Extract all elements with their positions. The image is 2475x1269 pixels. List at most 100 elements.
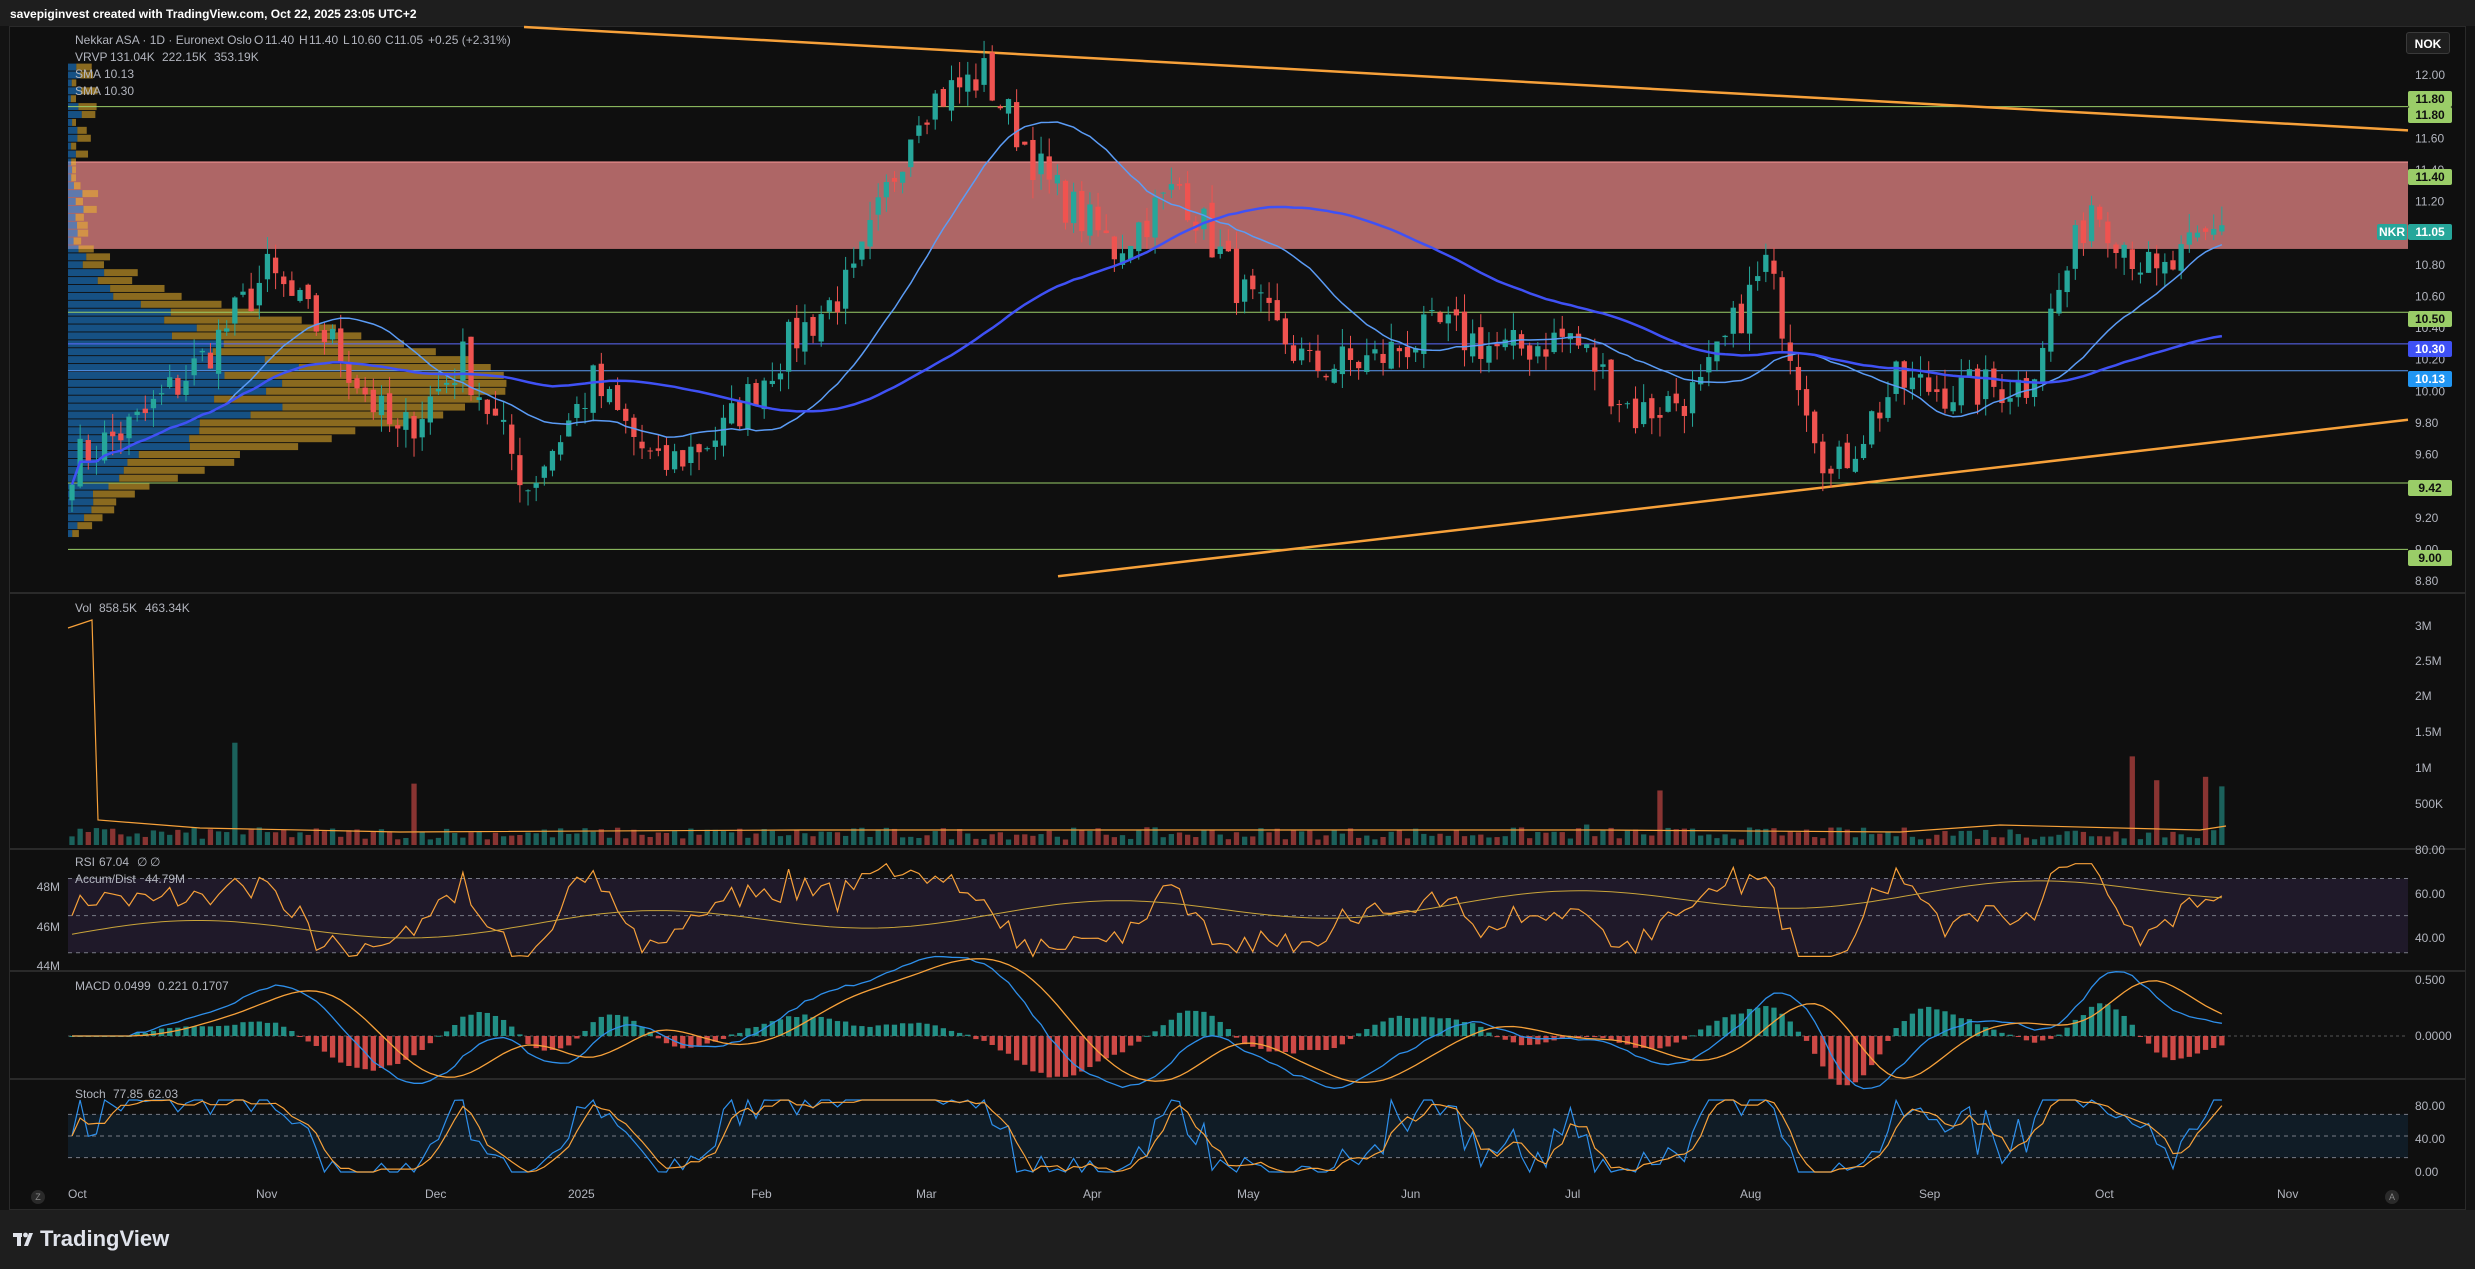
volume-bar [1787,831,1793,845]
macd-histogram-bar [1632,1036,1639,1048]
vrvp-row-down [71,174,76,182]
volume-bar [549,837,556,845]
volume-bar [1013,834,1020,845]
macd-histogram-bar [1608,1036,1614,1041]
candle-body [85,440,91,462]
volume-bar [1543,832,1549,845]
price-tag-label: 11.40 [2415,170,2445,184]
macd-histogram-bar [1005,1036,1012,1054]
vrvp-row-down [72,530,79,538]
volume-bar [2202,776,2209,845]
timezone-button[interactable]: Z [31,1190,45,1204]
candle-body [663,445,670,470]
candle-body [191,358,197,376]
macd-histogram-bar [1445,1018,1451,1036]
legend-sma1: 10.13 [104,67,134,81]
macd-histogram-bar [1803,1036,1810,1041]
volume-bar [1486,837,1492,845]
volume-tick-label: 2M [2415,689,2432,703]
macd-histogram-bar [1820,1036,1826,1067]
vrvp-row-down [77,134,91,142]
candle-body [2202,228,2209,232]
price-tag-box [2408,550,2452,566]
macd-histogram-bar [1266,1036,1272,1052]
candle-body [1518,334,1525,349]
macd-histogram-bar [1909,1013,1916,1036]
candle-body [1714,341,1720,362]
candle-body [1616,404,1622,406]
volume-bar [1453,829,1460,845]
vrvp-row-down [171,332,362,340]
candle-body [2015,379,2021,398]
macd-histogram-bar [1160,1025,1166,1036]
chart-svg[interactable]: 12.0011.8011.6011.4011.2011.0010.8010.60… [0,0,2475,1210]
macd-histogram-bar [1372,1024,1378,1036]
volume-bar [1421,833,1427,845]
macd-histogram-bar [435,1035,442,1037]
volume-bar [1030,835,1036,845]
candle-body [1478,327,1484,359]
macd-histogram-bar [737,1032,743,1036]
volume-bar [1771,828,1777,845]
macd-histogram-bar [1127,1036,1134,1046]
accum-dist-tick-label: 46M [37,920,60,934]
macd-histogram-bar [378,1036,385,1068]
candle-body [378,395,385,416]
candle-body [769,380,775,385]
volume-bar [639,834,645,845]
vrvp-row-down [93,498,117,506]
macd-histogram-bar [509,1026,515,1036]
candle-body [785,321,792,372]
candle-body [1771,260,1777,274]
resistance-zone [68,161,2408,249]
macd-histogram-bar [1991,1029,1997,1036]
candle-body [940,89,946,107]
candle-body [899,171,906,183]
volume-bar [834,832,841,845]
vrvp-row-up [68,490,94,498]
candle-body [1168,184,1175,190]
candle-body [1665,396,1671,412]
vrvp-row-up [68,229,78,237]
vrvp-row-up [68,324,197,332]
volume-bar [248,829,254,845]
vrvp-row-up [68,348,213,356]
candle-body [614,385,621,410]
currency-button[interactable]: NOK [2406,32,2450,54]
candle-body [468,336,474,396]
volume-bar [671,830,678,845]
macd-histogram-bar [1404,1017,1411,1036]
macd-histogram-bar [346,1036,352,1066]
candle-body [452,383,458,385]
vrvp-row-up [68,253,87,261]
candle-body [1282,318,1289,345]
volume-bar [794,829,800,845]
candle-body [1950,402,1956,412]
macd-histogram-bar [370,1036,376,1071]
tradingview-logo-icon [13,1232,33,1246]
macd-histogram-bar [1624,1036,1631,1045]
macd-histogram-bar [614,1014,621,1036]
legend-sma1-label: SMA [75,67,101,81]
volume-bar [215,831,222,845]
candle-body [476,397,482,401]
volume-bar [191,827,197,845]
candle-body [1527,345,1533,360]
volume-bar [1176,832,1183,845]
candle-body [338,328,344,364]
auto-scale-button[interactable]: A [2385,1190,2399,1204]
macd-histogram-bar [712,1036,718,1042]
volume-bar [2211,830,2217,845]
vrvp-row-up [68,498,94,506]
candle-body [1584,344,1590,349]
footer-bar [0,1210,2475,1269]
volume-bar [2105,836,2111,845]
legend-stoch-1: 77.85 [113,1087,143,1101]
candle-body [1274,300,1280,321]
volume-bar [899,837,906,845]
candle-body [1820,441,1826,474]
volume-bar [1991,837,1997,845]
legend-change: +0.25 (+2.31%) [428,33,511,47]
macd-histogram-bar [1290,1036,1297,1054]
vrvp-row-up [68,474,120,482]
